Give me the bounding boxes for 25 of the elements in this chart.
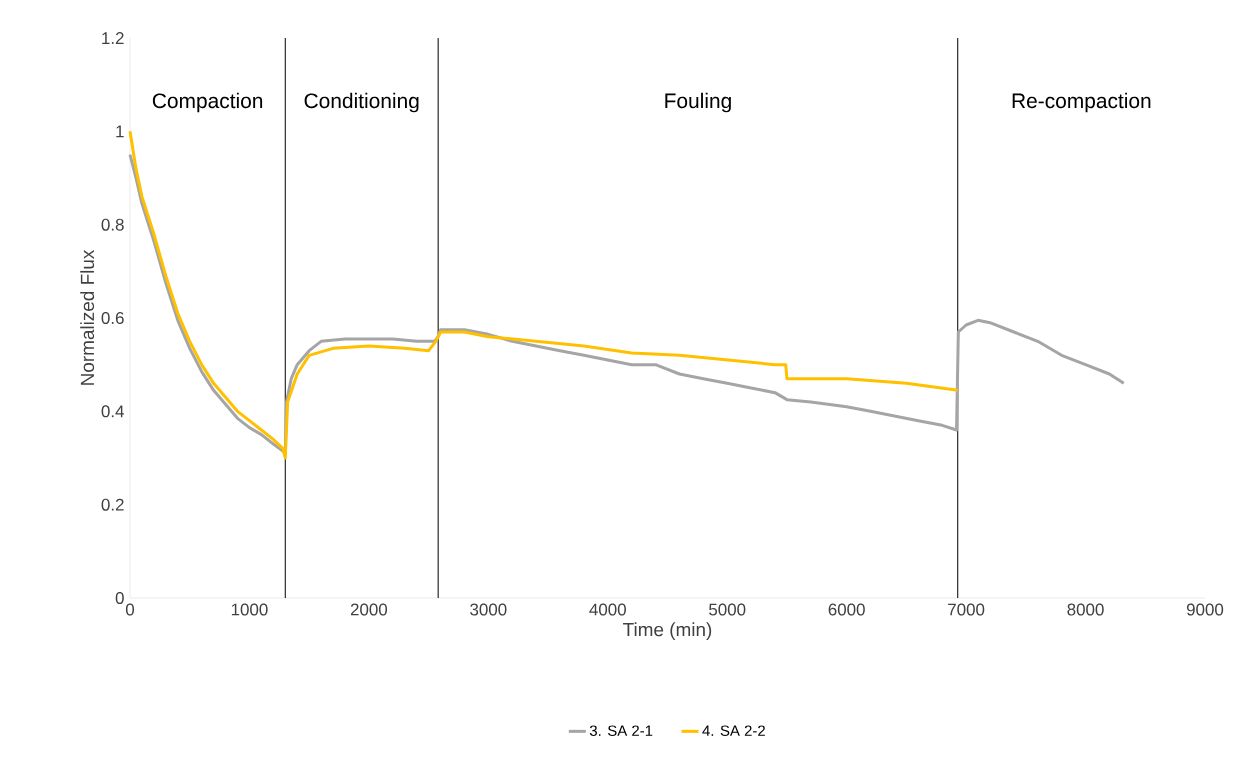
x-tick-label: 8000 [1067,603,1104,616]
x-tick-label: 7000 [948,603,985,616]
y-tick-label: 0.8 [101,218,124,231]
x-tick-label: 5000 [709,603,746,616]
x-axis-title: Time (min) [623,622,712,640]
y-tick-label: 0.2 [101,498,124,511]
x-tick-label: 0 [125,603,135,616]
x-tick-label: 6000 [828,603,865,616]
x-tick-label: 1000 [231,603,268,616]
x-tick-label: 2000 [350,603,388,616]
y-tick-label: 0 [115,592,124,604]
y-axis-title: Normalized Flux [80,249,95,385]
y-tick-label: 0.6 [101,312,124,324]
annotation: Compaction [152,92,263,113]
y-tick-label: 1.2 [102,32,124,44]
legend-label: 4. SA 2-2 [702,725,765,736]
y-tick-label: 1 [116,125,124,138]
y-tick-label: 0.4 [101,405,124,418]
x-tick-label: 9000 [1186,603,1224,616]
annotation: Fouling [665,92,731,113]
annotation: Conditioning [304,92,419,113]
legend-label: 3. SA 2-1 [589,725,653,736]
x-tick-label: 3000 [470,603,507,616]
x-tick-label: 4000 [589,603,626,616]
annotation: Re-compaction [1012,92,1151,113]
